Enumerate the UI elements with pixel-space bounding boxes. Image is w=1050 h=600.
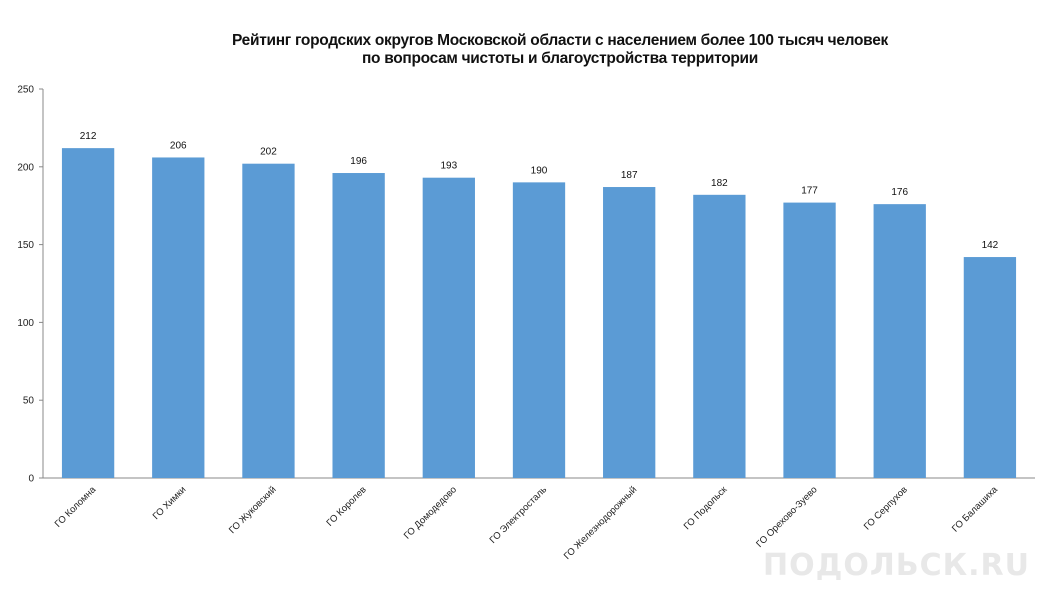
bar	[603, 187, 656, 478]
y-tick-label: 0	[28, 474, 34, 485]
bar	[332, 173, 385, 479]
chart-title: Рейтинг городских округов Московской обл…	[0, 32, 1050, 68]
data-label: 142	[982, 240, 999, 251]
y-tick-label: 150	[17, 240, 34, 251]
data-label: 176	[891, 187, 908, 198]
data-label: 193	[440, 161, 457, 172]
category-label: ГО Балашиха	[950, 484, 1001, 535]
category-label: ГО Серпухов	[862, 484, 910, 532]
bar	[873, 204, 926, 479]
watermark: ПОДОЛЬСК.RU	[762, 548, 1030, 583]
category-label: ГО Электросталь	[488, 484, 550, 546]
data-label: 177	[801, 186, 818, 197]
category-label: ГО Коломна	[53, 484, 99, 530]
category-label: ГО Подольск	[682, 484, 730, 532]
y-tick-label: 200	[17, 162, 34, 173]
data-label: 206	[170, 140, 187, 151]
bar	[242, 163, 295, 479]
chart-title-line-1: Рейтинг городских округов Московской обл…	[232, 32, 888, 49]
bar	[422, 177, 475, 478]
data-label: 190	[531, 165, 548, 176]
bar	[693, 194, 746, 479]
chart-title-line-2: по вопросам чистоты и благоустройства те…	[361, 50, 758, 67]
data-label: 212	[80, 131, 97, 142]
category-label: ГО Железнодорожный	[562, 484, 639, 561]
bar	[963, 257, 1017, 478]
bar	[152, 157, 205, 479]
category-label: ГО Жуковский	[227, 484, 279, 536]
bar	[783, 202, 836, 478]
category-label: ГО Орехово-Зуево	[754, 484, 819, 549]
bar	[512, 182, 566, 479]
y-tick-label: 50	[23, 396, 35, 407]
category-label: ГО Домодедово	[402, 484, 459, 541]
y-tick-label: 250	[17, 85, 34, 96]
y-tick-label: 100	[17, 318, 34, 329]
bar	[61, 148, 115, 479]
category-label: ГО Химки	[151, 484, 189, 522]
data-label: 187	[621, 170, 638, 181]
category-label: ГО Королев	[324, 484, 368, 528]
data-label: 202	[260, 147, 277, 158]
data-label: 182	[711, 178, 728, 189]
data-label: 196	[350, 156, 367, 167]
